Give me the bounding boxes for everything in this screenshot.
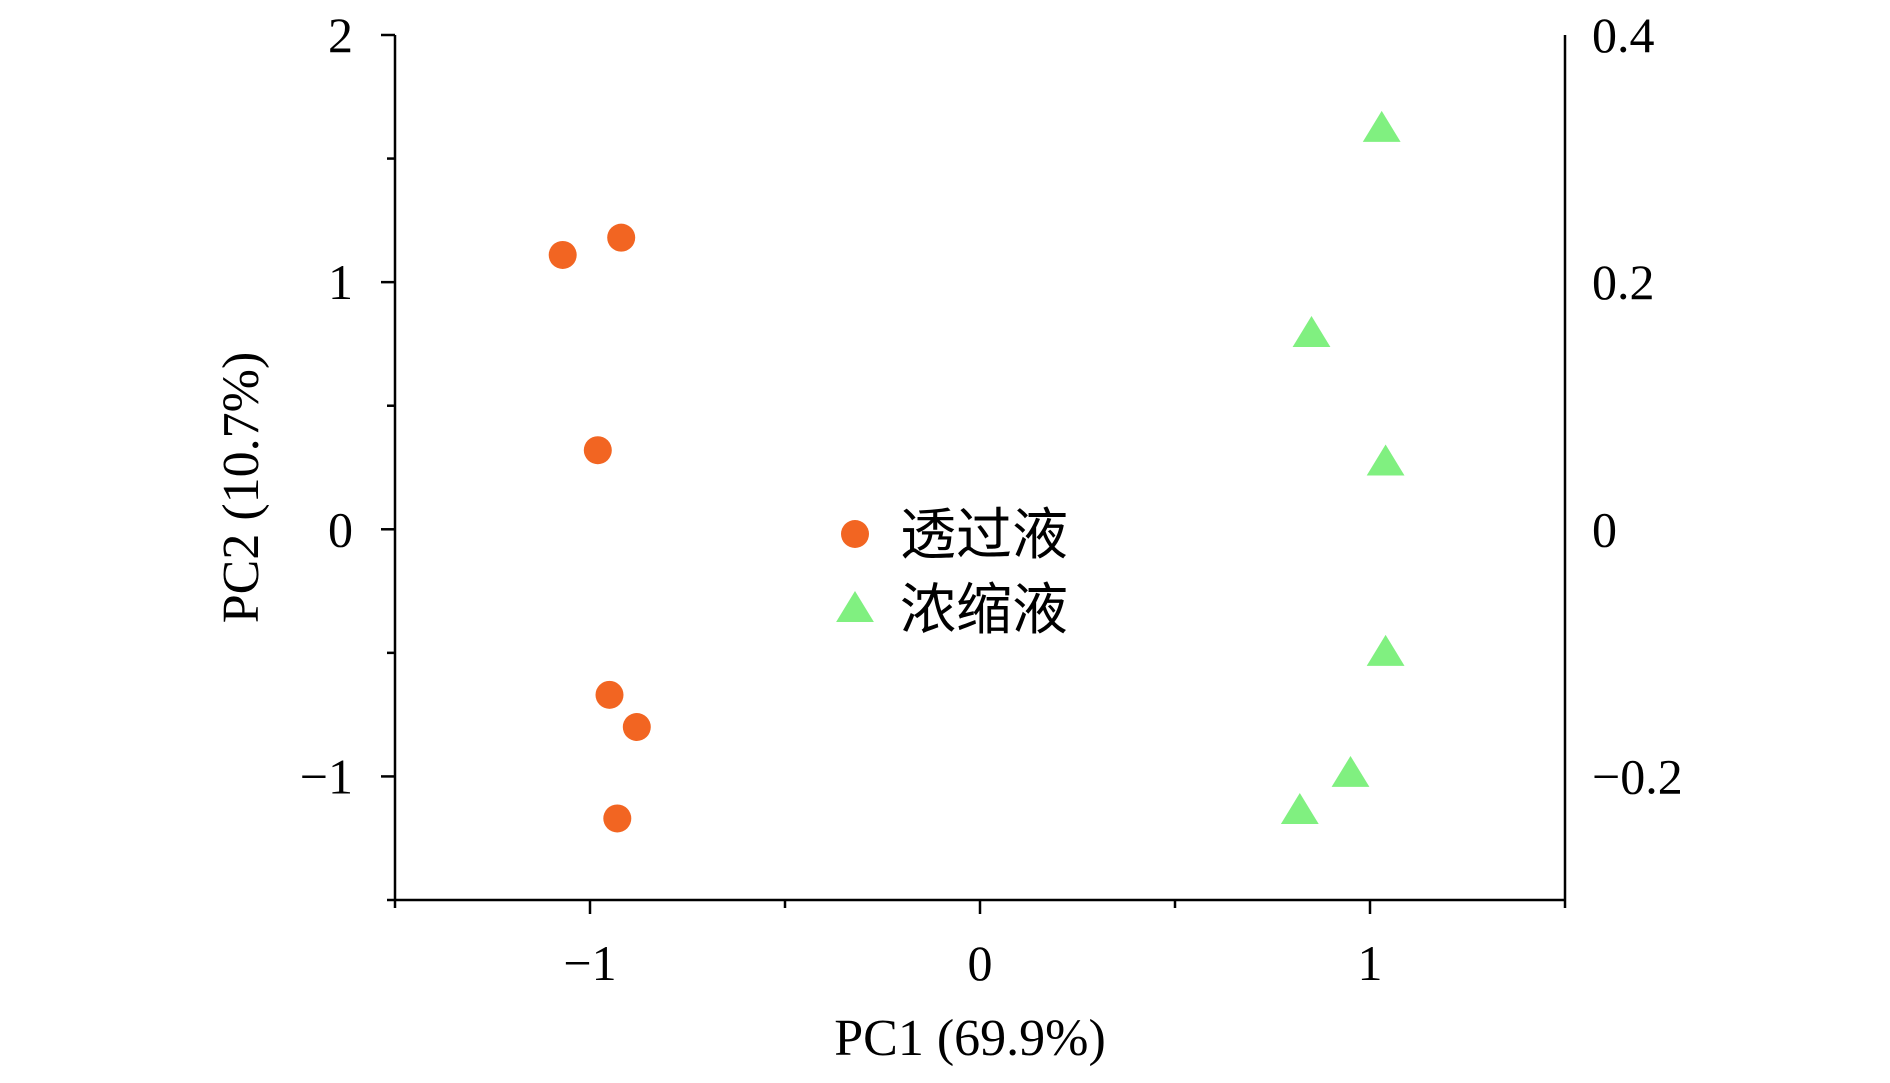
triangle-point bbox=[1366, 444, 1405, 476]
legend-marker bbox=[836, 591, 874, 622]
y-axis-title: PC2 (10.7%) bbox=[213, 352, 270, 624]
triangle-point bbox=[1280, 793, 1319, 824]
circle-point bbox=[603, 804, 632, 833]
y-tick-label: −1 bbox=[300, 748, 353, 804]
tick-marks bbox=[381, 33, 1567, 914]
circle-point bbox=[622, 713, 651, 741]
x-tick-label: 1 bbox=[1358, 935, 1383, 991]
circle-point bbox=[548, 240, 577, 269]
legend-label: 浓缩液 bbox=[900, 578, 1068, 643]
x-tick-label: 0 bbox=[968, 935, 993, 991]
legend-marker bbox=[841, 520, 869, 548]
x-axis-title: PC1 (69.9%) bbox=[834, 1010, 1106, 1067]
circle-point bbox=[583, 436, 612, 465]
y-tick-label: 1 bbox=[328, 254, 353, 310]
circle-point bbox=[595, 680, 624, 709]
triangle-point bbox=[1292, 316, 1331, 348]
x-tick-label: −1 bbox=[563, 935, 616, 991]
tick-labels: −1 0 1 2 −1 0 1 −0.2 0 0.2 0.4 bbox=[300, 7, 1683, 991]
triangle-point bbox=[1331, 755, 1370, 787]
y-tick-label: 0 bbox=[328, 501, 353, 557]
triangle-point bbox=[1362, 110, 1401, 142]
data-points bbox=[548, 110, 1405, 833]
y2-tick-label: 0 bbox=[1592, 501, 1617, 557]
y2-tick-label: 0.2 bbox=[1592, 254, 1655, 310]
legend-label: 透过液 bbox=[900, 503, 1068, 568]
y2-tick-label: 0.4 bbox=[1592, 7, 1655, 63]
y2-tick-label: −0.2 bbox=[1592, 748, 1683, 804]
triangle-point bbox=[1366, 634, 1405, 666]
circle-point bbox=[607, 223, 636, 252]
y-tick-label: 2 bbox=[328, 7, 353, 63]
